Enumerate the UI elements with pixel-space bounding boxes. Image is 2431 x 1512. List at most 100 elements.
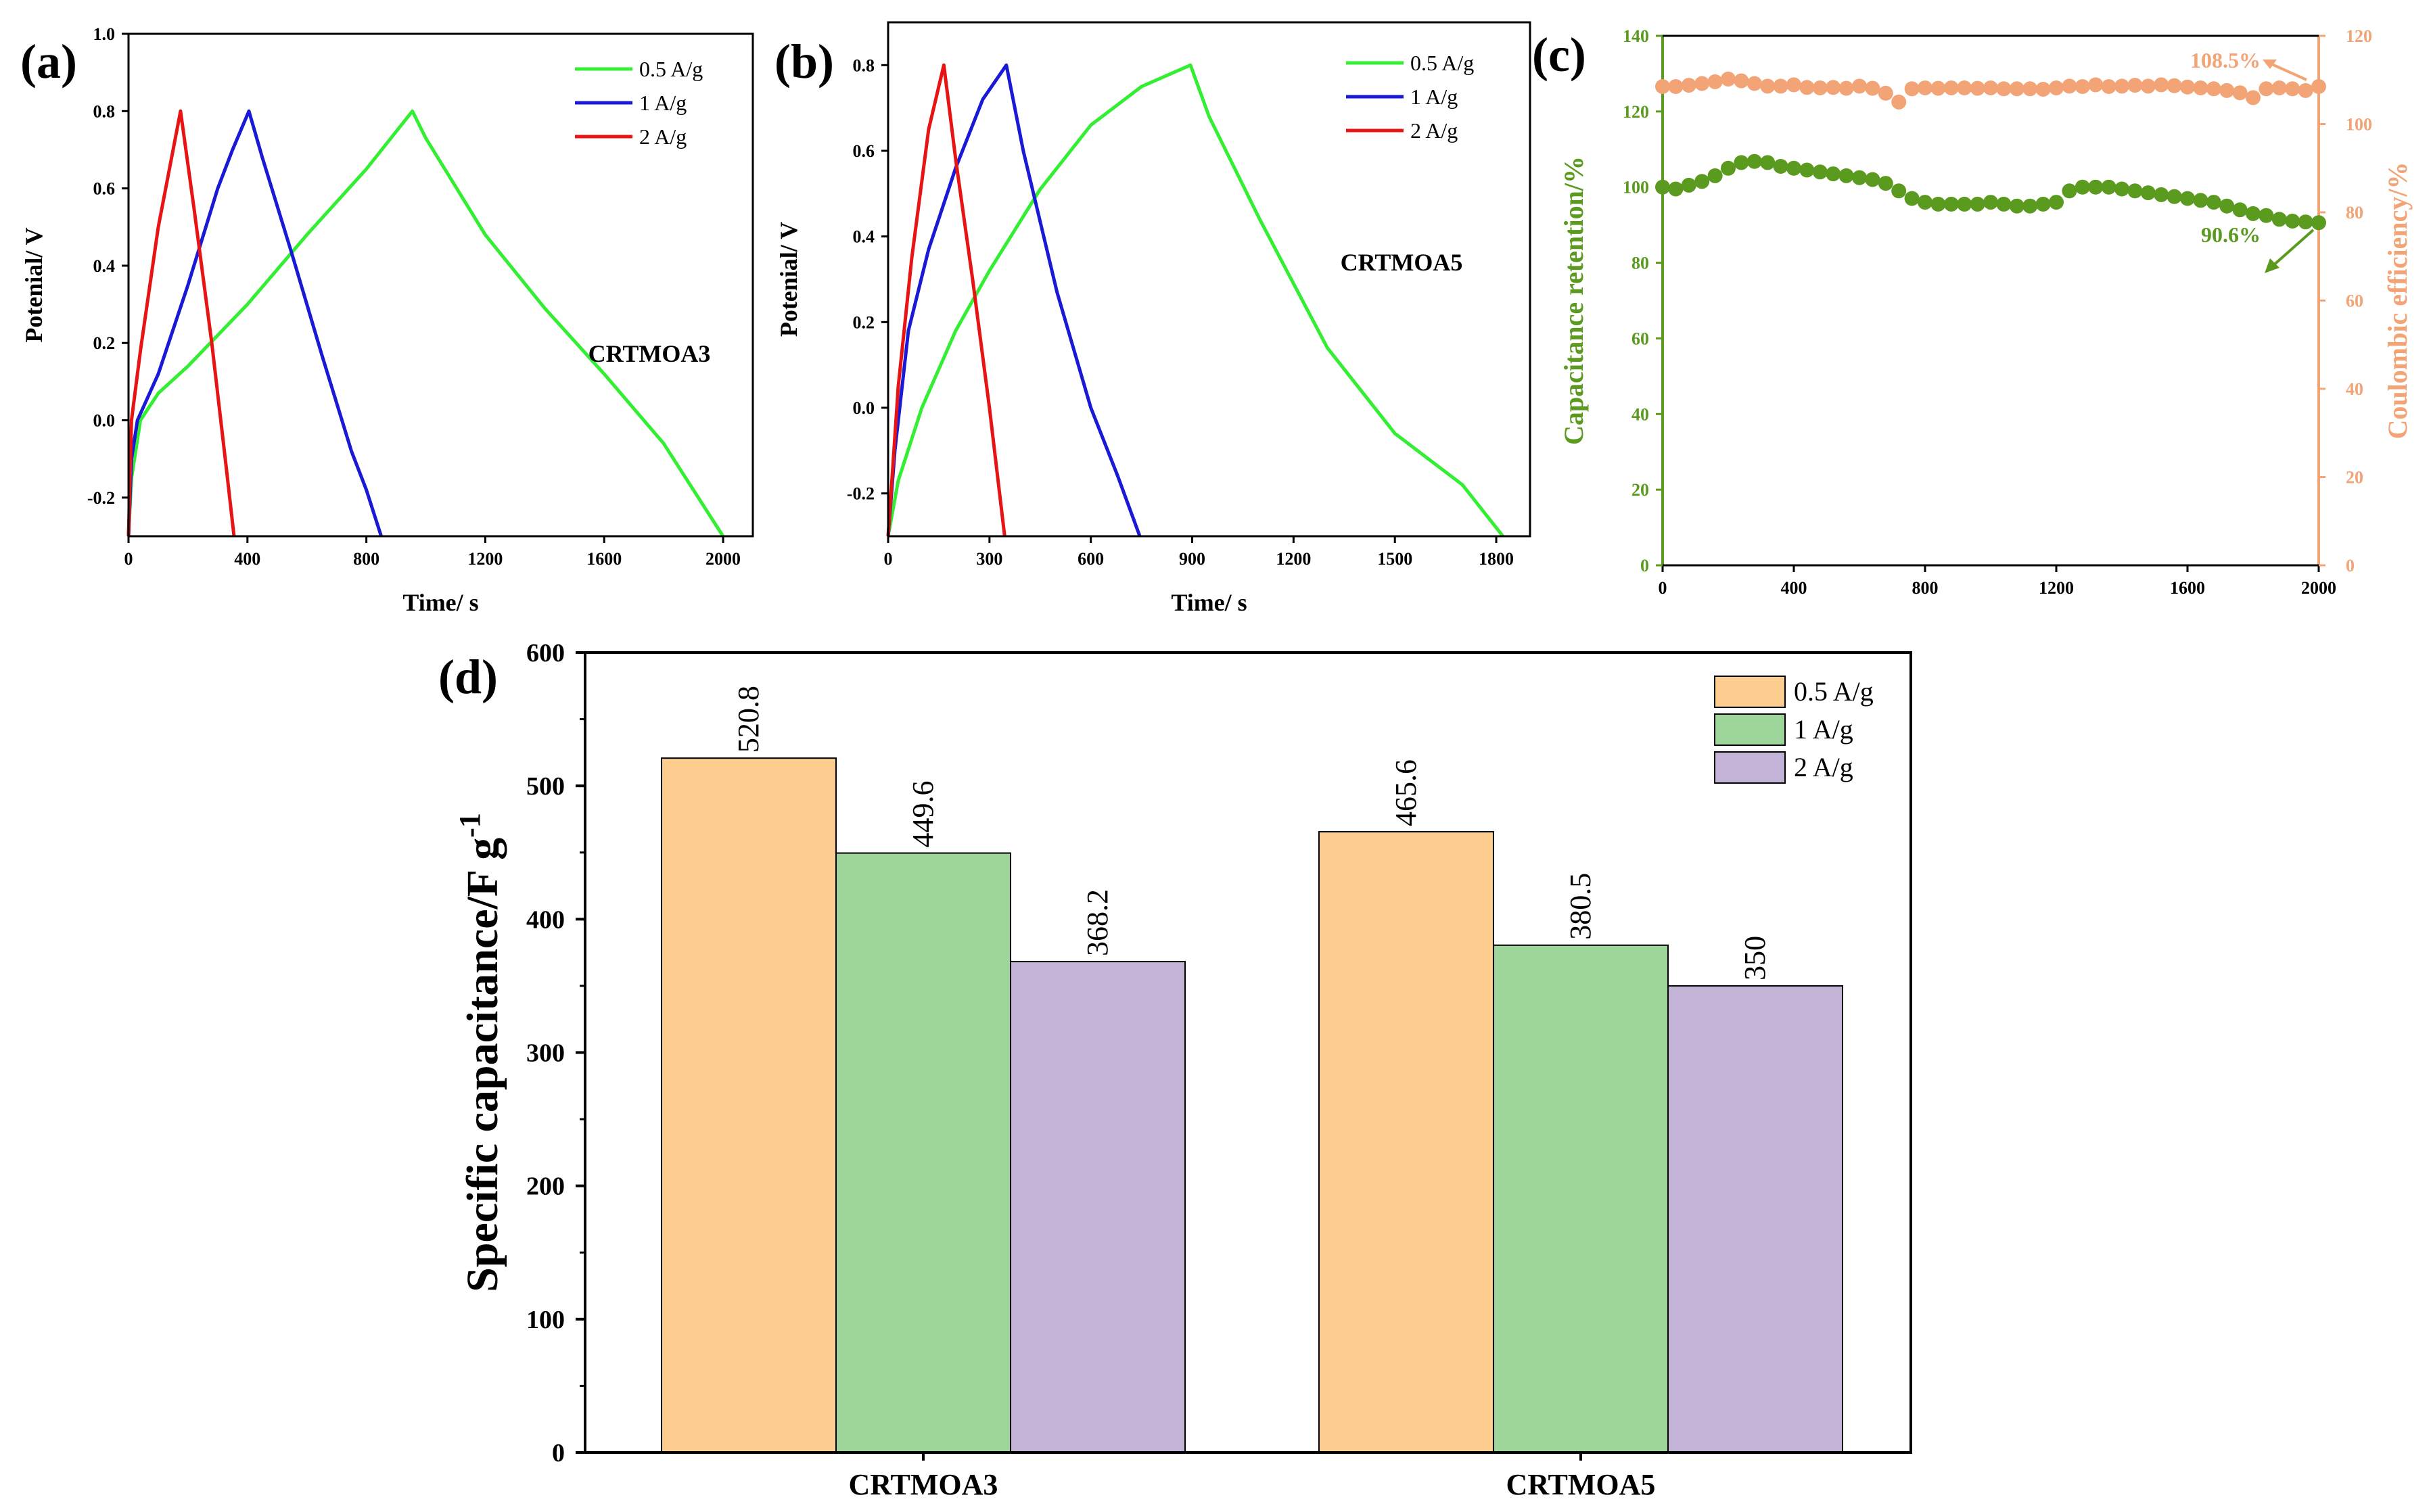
retention-point [1943,196,1959,212]
retention-point [2271,212,2287,227]
series-line-b-2 [886,63,1006,537]
retention-point [1983,195,1998,210]
retention-point [2219,198,2235,214]
efficiency-point [1983,80,1998,95]
retention-point [2193,193,2208,208]
retention-point [2062,183,2077,199]
efficiency-point [1655,79,1670,94]
efficiency-point [2259,81,2274,97]
retention-point [2035,196,2051,212]
efficiency-point [2206,81,2221,97]
y-axis-label-sup: -1 [453,813,486,838]
bar-CRTMOA5-1 [1493,944,1669,1454]
retention-point [1681,177,1696,193]
plot-frame-a [127,32,754,538]
legend-label-d-0: 0.5 A/g [1794,676,1874,707]
y-tick-label-d: 0 [552,1439,565,1467]
retention-point [1957,196,1972,212]
efficiency-point [2088,77,2104,93]
efficiency-point [2022,81,2038,97]
sample-label-b: CRTMOA5 [1341,249,1463,276]
x-tick-label-c: 800 [1912,578,1939,598]
legend-swatch-d-0 [1714,676,1786,708]
efficiency-point [1734,73,1749,89]
right-tick-label: 60 [2346,291,2363,311]
y-axis-label-main: Specific capacitance/F g [458,838,507,1292]
retention-point [1721,160,1736,176]
y-tick-label-a: 0.2 [93,333,116,353]
series-line-a-2 [126,109,236,537]
efficiency-point [2285,81,2300,97]
retention-point [2088,179,2104,195]
left-tick-label: 120 [1623,102,1649,122]
x-tick-label-a: 400 [234,549,260,569]
retention-point [1773,159,1788,174]
bar-CRTMOA3-2 [1010,961,1186,1453]
retention-point [1970,196,1985,212]
y-tick-label-b: 0.0 [853,398,875,418]
y-axis-label-b: Potenial/ V [775,222,802,337]
left-tick-label: 80 [1631,254,1649,273]
legend-swatch-d-1 [1714,713,1786,746]
panel-d: (d) 520.8 465.6 449.6 380.5 368.2 350 0 100 200 30… [438,639,1912,1501]
efficiency-point [1681,78,1696,93]
legend-swatch-d-2 [1714,751,1786,784]
y-axis-label-d: Specific capacitance/F g-1 [453,813,507,1292]
efficiency-point [2114,78,2129,94]
retention-point [1878,176,1893,191]
retention-point [1852,170,1867,185]
x-tick-label-c: 1600 [2170,578,2205,598]
y-tick-label-b: -0.2 [847,484,875,504]
series-line-b-0 [886,63,1504,538]
retention-point [2167,189,2182,204]
efficiency-point [2075,79,2090,94]
annotation-arrow-retention [2270,229,2315,268]
retention-point [2101,179,2116,195]
efficiency-point [1970,80,1985,96]
right-tick-label: 20 [2346,468,2363,488]
right-tick-label: 40 [2346,379,2363,399]
retention-point [2298,214,2313,230]
series-line-a-1 [126,109,383,537]
series-line-a-0 [126,109,725,538]
annotation-retention: 90.6% [2201,222,2261,247]
annotation-arrow-efficiency [2267,61,2307,81]
legend-label-b-0: 0.5 A/g [1410,51,1474,75]
legend-label-b-1: 1 A/g [1410,85,1458,109]
y-tick-label-b: 0.8 [853,55,875,75]
retention-point [1891,183,1907,199]
bar-CRTMOA3-0 [661,757,837,1453]
efficiency-point [1773,78,1788,94]
x-tick-label-b: 1200 [1276,549,1311,569]
panel-label-d: (d) [438,650,498,704]
sample-label-a: CRTMOA3 [588,340,711,367]
efficiency-point [1918,80,1932,95]
retention-point [2246,206,2261,221]
x-tick-label-a: 0 [124,549,133,569]
legend-label-d-2: 2 A/g [1794,752,1853,782]
plot-frame-b [887,21,1531,538]
left-tick-label: 20 [1631,480,1649,500]
retention-point [1930,196,1946,212]
efficiency-point [2193,80,2208,95]
retention-point [2311,215,2326,231]
efficiency-point [2062,78,2077,94]
legend-label-a-0: 0.5 A/g [639,57,703,81]
right-tick-label: 100 [2346,115,2372,135]
y-tick-label-a: 1.0 [93,24,116,44]
y-tick-label-b: 0.2 [853,312,875,332]
right-tick-label: 0 [2346,556,2355,575]
retention-point [2022,198,2038,214]
x-tick-label-b: 300 [976,549,1002,569]
efficiency-point [2167,78,2182,93]
legend-label-b-2: 2 A/g [1410,118,1458,143]
bar-value-label: 350 [1738,936,1772,981]
efficiency-point [1878,85,1893,101]
efficiency-point [2009,81,2024,97]
y-tick-label-d: 500 [526,772,565,801]
y-tick-label-a: 0.0 [93,411,116,431]
retention-point [2075,179,2090,195]
panel-label-b: (b) [774,34,834,89]
bar-value-label: 449.6 [906,781,940,848]
